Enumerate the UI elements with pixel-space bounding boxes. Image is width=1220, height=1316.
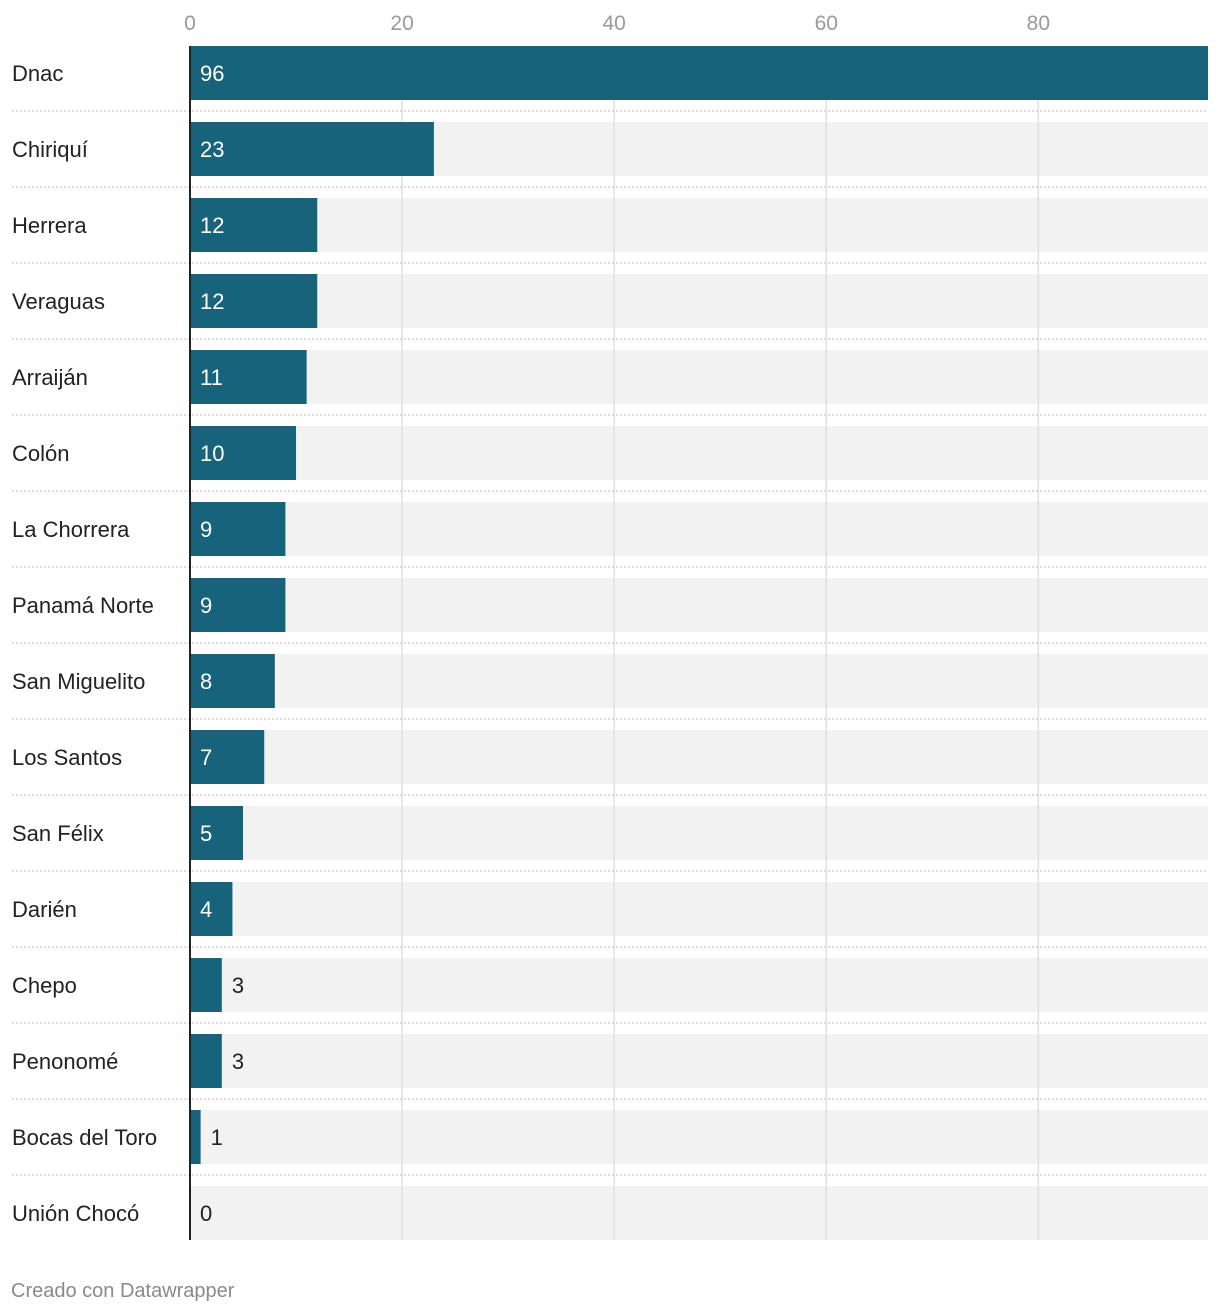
category-label: Bocas del Toro bbox=[12, 1125, 157, 1150]
background-bar bbox=[190, 578, 1208, 632]
background-bar bbox=[190, 882, 1208, 936]
bar bbox=[190, 198, 318, 252]
background-bar bbox=[190, 198, 1208, 252]
bar bbox=[190, 274, 318, 328]
background-bar bbox=[190, 958, 1208, 1012]
background-bar bbox=[190, 350, 1208, 404]
value-label: 9 bbox=[200, 517, 212, 542]
category-label: La Chorrera bbox=[12, 517, 130, 542]
x-tick-label: 60 bbox=[815, 12, 838, 35]
background-bar bbox=[190, 274, 1208, 328]
value-label: 11 bbox=[200, 365, 223, 390]
value-label: 5 bbox=[200, 821, 212, 846]
value-label: 7 bbox=[200, 745, 212, 770]
value-label: 23 bbox=[200, 137, 224, 162]
bar bbox=[190, 806, 244, 860]
bar bbox=[190, 46, 1208, 100]
bar bbox=[190, 1110, 201, 1164]
background-bar bbox=[190, 1110, 1208, 1164]
category-label: Panamá Norte bbox=[12, 593, 154, 618]
value-label: 9 bbox=[200, 593, 212, 618]
value-label: 3 bbox=[232, 973, 244, 998]
bar bbox=[190, 654, 275, 708]
category-label: San Miguelito bbox=[12, 669, 145, 694]
bar bbox=[190, 350, 307, 404]
footer-credit[interactable]: Creado con Datawrapper bbox=[11, 1280, 235, 1302]
value-label: 4 bbox=[200, 897, 212, 922]
value-label: 12 bbox=[200, 289, 224, 314]
value-label: 3 bbox=[232, 1049, 244, 1074]
x-tick-label: 20 bbox=[390, 12, 413, 35]
value-label: 12 bbox=[200, 213, 224, 238]
value-label: 1 bbox=[211, 1125, 223, 1150]
category-label: Dnac bbox=[12, 61, 63, 86]
bar bbox=[190, 578, 286, 632]
category-label: Darién bbox=[12, 897, 77, 922]
category-label: Penonomé bbox=[12, 1049, 118, 1074]
background-bar bbox=[190, 426, 1208, 480]
bar bbox=[190, 122, 434, 176]
bar bbox=[190, 1034, 222, 1088]
bar bbox=[190, 958, 222, 1012]
category-label: Colón bbox=[12, 441, 69, 466]
value-label: 8 bbox=[200, 669, 212, 694]
background-bar bbox=[190, 1186, 1208, 1240]
bar bbox=[190, 502, 286, 556]
x-tick-label: 80 bbox=[1027, 12, 1050, 35]
value-label: 0 bbox=[200, 1201, 212, 1226]
background-bar bbox=[190, 654, 1208, 708]
category-label: Chiriquí bbox=[12, 137, 88, 162]
category-label: Veraguas bbox=[12, 289, 105, 314]
category-label: Chepo bbox=[12, 973, 77, 998]
category-label: Arraiján bbox=[12, 365, 88, 390]
background-bar bbox=[190, 730, 1208, 784]
background-bar bbox=[190, 806, 1208, 860]
category-label: Los Santos bbox=[12, 745, 122, 770]
category-label: Herrera bbox=[12, 213, 87, 238]
x-tick-label: 40 bbox=[602, 12, 625, 35]
value-label: 96 bbox=[200, 61, 224, 86]
bar bbox=[190, 730, 265, 784]
category-label: San Félix bbox=[12, 821, 104, 846]
bar bbox=[190, 426, 297, 480]
value-label: 10 bbox=[200, 441, 224, 466]
background-bar bbox=[190, 1034, 1208, 1088]
bar bbox=[190, 882, 233, 936]
background-bar bbox=[190, 502, 1208, 556]
category-label: Unión Chocó bbox=[12, 1201, 139, 1226]
x-tick-label: 0 bbox=[184, 12, 196, 35]
